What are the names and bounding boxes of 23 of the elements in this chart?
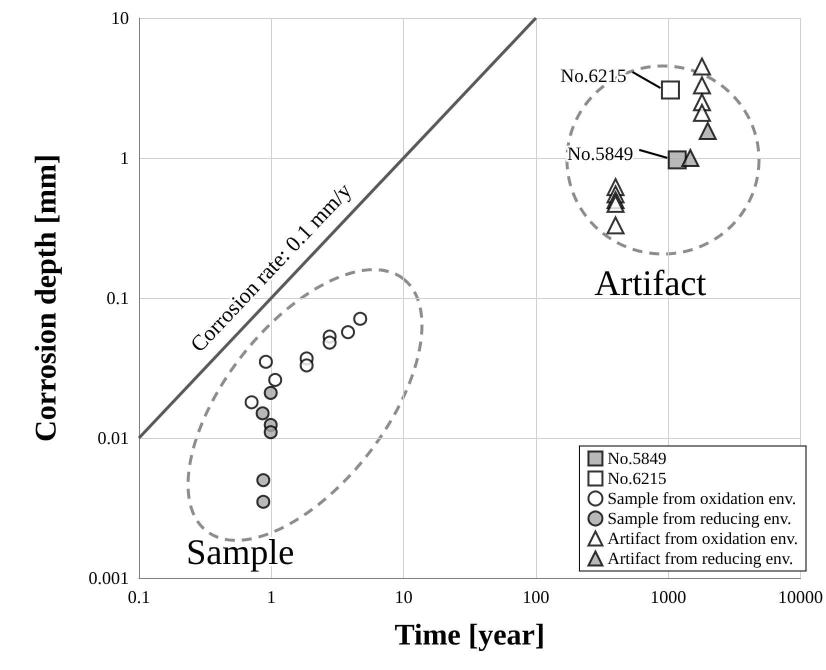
legend-label: No.5849: [607, 449, 666, 468]
legend-label: No.6215: [607, 469, 666, 488]
x-tick-label: 10: [394, 587, 413, 607]
y-tick-label: 0.01: [98, 428, 129, 448]
x-tick-label: 1000: [650, 587, 686, 607]
y-tick-label: 0.1: [106, 288, 129, 308]
legend-label: Sample from reducing env.: [607, 509, 792, 528]
y-tick-label: 1: [120, 148, 129, 168]
legend-label: Sample from oxidation env.: [607, 489, 796, 508]
x-tick-label: 1: [266, 587, 276, 607]
x-tick-label: 100: [522, 587, 550, 607]
x-tick-label: 0.1: [128, 587, 150, 607]
x-tick-label: 10000: [778, 587, 823, 607]
annotation: No.6215: [560, 66, 626, 87]
annotation: Sample: [186, 532, 294, 572]
y-axis-title: Corrosion depth [mm]: [30, 154, 62, 442]
y-tick-label: 10: [111, 8, 129, 28]
annotation: Artifact: [594, 263, 706, 304]
y-tick-label: 0.001: [88, 568, 129, 588]
legend-label: Artifact from oxidation env.: [607, 529, 798, 548]
legend-label: Artifact from reducing env.: [607, 549, 794, 568]
annotation: No.5849: [567, 144, 634, 165]
x-axis-title: Time [year]: [394, 618, 545, 652]
